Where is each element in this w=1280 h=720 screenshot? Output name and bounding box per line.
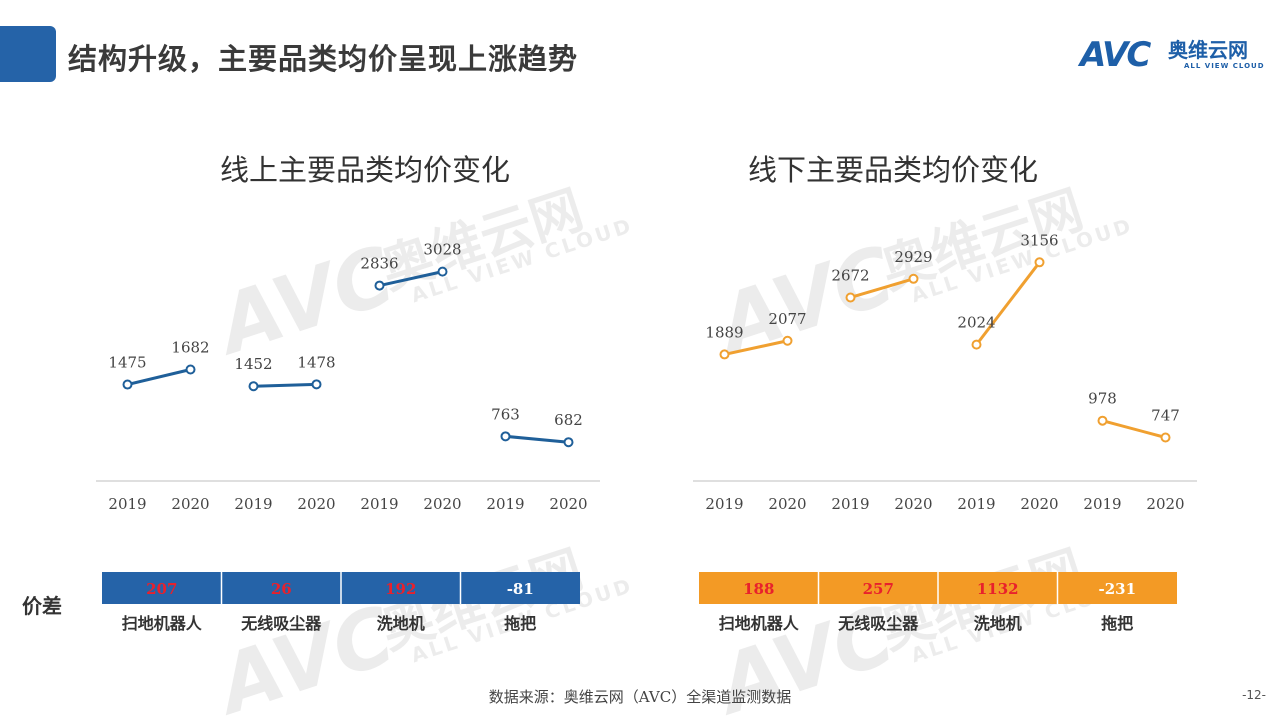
data-point [500,431,511,442]
data-point [248,381,259,392]
x-tick-label: 2019 [234,495,272,513]
chart-title: 线上主要品类均价变化 [220,153,510,187]
data-point [1160,432,1171,443]
data-point [908,273,919,284]
price-diff-value: 26 [271,580,292,598]
price-diff-cell [341,572,461,604]
series-line [1102,419,1166,439]
page-number: -12- [1242,688,1266,702]
data-point [311,379,322,390]
data-label: 1452 [234,355,272,373]
data-label: 3156 [1020,231,1058,249]
price-diff-value: 257 [863,580,894,598]
x-tick-label: 2019 [360,495,398,513]
logo-avc-text: AVC [1080,35,1151,75]
data-label: 2024 [957,314,995,332]
data-label: 763 [491,405,520,423]
data-label: 682 [554,411,583,429]
price-diff-cell [221,572,341,604]
logo-cn-text: 奥维云网 [1168,38,1248,62]
price-diff-value: 1132 [977,580,1019,598]
data-label: 2672 [831,266,869,284]
category-label: 无线吸尘器 [837,614,919,633]
series-line [379,270,443,288]
data-point [437,266,448,277]
category-label: 拖把 [504,614,536,633]
price-diff-value: 192 [385,580,416,598]
data-point [374,280,385,291]
category-label: 扫地机器人 [122,614,203,633]
x-tick-label: 2019 [486,495,524,513]
x-tick-label: 2020 [1146,495,1184,513]
data-label: 747 [1151,406,1180,424]
data-label: 1682 [171,338,209,356]
price-diff-cell [1057,572,1177,604]
data-label: 2836 [360,255,398,273]
x-tick-label: 2019 [1083,495,1121,513]
series-line [850,277,914,299]
data-label: 2929 [894,248,932,266]
series-line [505,434,569,444]
category-label: 洗地机 [974,614,1022,633]
data-label: 3028 [423,241,461,259]
x-tick-label: 2020 [423,495,461,513]
x-tick-label: 2019 [957,495,995,513]
data-point [1097,415,1108,426]
logo-en-text: ALL VIEW CLOUD [1184,62,1265,70]
data-label: 1475 [108,354,146,372]
price-diff-cell [818,572,938,604]
data-source: 数据来源：奥维云网（AVC）全渠道监测数据 [488,688,792,706]
title-marker [0,26,56,82]
x-tick-label: 2020 [549,495,587,513]
data-point [185,364,196,375]
category-label: 扫地机器人 [719,614,800,633]
page-title: 结构升级，主要品类均价呈现上涨趋势 [68,42,579,76]
price-diff-cell [699,572,819,604]
x-tick-label: 2019 [108,495,146,513]
avc-logo: AVC 奥维云网 ALL VIEW CLOUD [1080,38,1270,74]
data-label: 1889 [705,323,743,341]
price-diff-cell [460,572,580,604]
price-diff-value: -81 [507,580,534,598]
category-label: 洗地机 [377,614,425,633]
x-tick-label: 2020 [1020,495,1058,513]
category-label: 拖把 [1101,614,1133,633]
data-point [971,339,982,350]
data-label: 1478 [297,353,335,371]
price-diff-label: 价差 [22,594,62,618]
series-line [975,261,1041,346]
x-tick-label: 2020 [768,495,806,513]
price-diff-value: 207 [146,580,177,598]
price-diff-value: 188 [743,580,774,598]
x-tick-label: 2020 [171,495,209,513]
data-point [122,379,133,390]
x-tick-label: 2020 [894,495,932,513]
x-tick-label: 2019 [831,495,869,513]
series-line [253,382,317,388]
data-point [782,335,793,346]
data-label: 978 [1088,390,1117,408]
category-label: 无线吸尘器 [240,614,322,633]
data-point [563,437,574,448]
chart-title: 线下主要品类均价变化 [748,153,1038,187]
series-line [127,368,191,387]
data-point [1034,257,1045,268]
x-tick-label: 2019 [705,495,743,513]
price-diff-value: -231 [1098,580,1136,598]
price-diff-cell [102,572,222,604]
price-diff-cell [938,572,1058,604]
series-line [724,339,788,356]
x-tick-label: 2020 [297,495,335,513]
data-point [719,349,730,360]
data-label: 2077 [768,310,806,328]
data-point [845,292,856,303]
